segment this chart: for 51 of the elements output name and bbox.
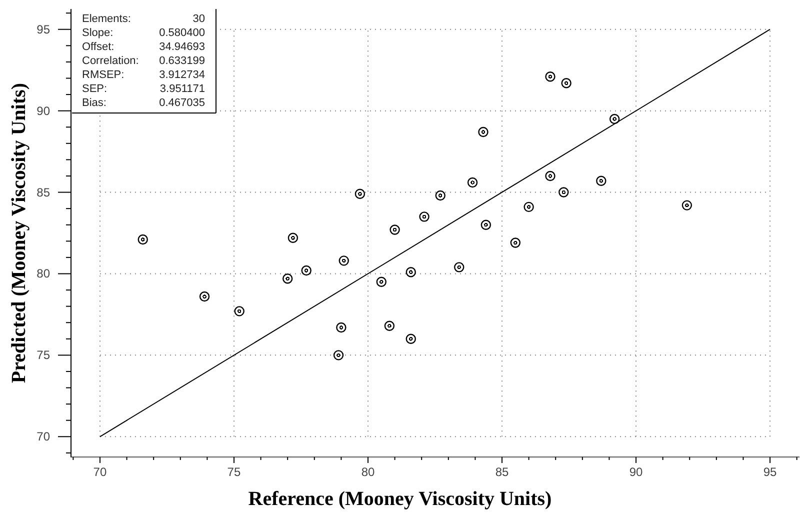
point — [524, 202, 534, 212]
y-tick-label: 95 — [36, 22, 50, 36]
point — [336, 322, 346, 333]
point — [545, 72, 556, 82]
x-tick-label: 95 — [763, 465, 778, 479]
point — [480, 220, 492, 230]
point — [478, 126, 488, 138]
point — [333, 350, 344, 360]
point — [419, 212, 430, 222]
point — [390, 224, 400, 235]
point — [282, 274, 293, 284]
point — [561, 78, 572, 88]
y-tick-label: 80 — [36, 266, 50, 281]
y-tick-label: 75 — [36, 348, 50, 362]
point — [234, 306, 244, 316]
x-tick-label: 70 — [93, 465, 107, 479]
point — [406, 267, 416, 278]
text: Bias: 0.467035 — [82, 97, 205, 109]
point — [354, 188, 366, 199]
text: RMSEP: 3.912734 — [82, 69, 205, 81]
point — [454, 262, 464, 272]
y-tick-label: 90 — [36, 104, 50, 118]
x-axis-title: Reference (Mooney Viscosity Units) — [248, 488, 552, 510]
point — [467, 177, 478, 188]
y-axis-title: Predicted (Mooney Viscosity Units) — [8, 82, 30, 384]
point — [596, 176, 606, 186]
point — [338, 256, 349, 266]
x-tick-label: 85 — [495, 465, 509, 479]
point — [545, 170, 556, 182]
point — [199, 291, 210, 302]
point — [138, 234, 148, 245]
point — [384, 320, 395, 331]
text: Correlation: 0.633199 — [82, 55, 205, 67]
point — [406, 334, 416, 344]
point — [558, 187, 569, 198]
point — [288, 232, 298, 243]
point — [609, 114, 620, 124]
point — [376, 276, 386, 287]
y-tick-label: 85 — [36, 185, 50, 200]
point — [510, 238, 521, 248]
point — [435, 190, 446, 201]
x-tick-label: 75 — [227, 465, 241, 479]
y-tick-label: 70 — [36, 430, 50, 444]
text: Offset: 34.94693 — [82, 41, 205, 53]
point — [301, 265, 312, 276]
text: Elements: 30 — [82, 13, 205, 25]
text: SEP: 3.951171 — [82, 83, 205, 95]
x-tick-label: 90 — [629, 465, 644, 479]
x-tick-label: 80 — [361, 465, 375, 479]
text: Slope: 0.580400 — [82, 27, 205, 39]
point — [682, 200, 692, 210]
